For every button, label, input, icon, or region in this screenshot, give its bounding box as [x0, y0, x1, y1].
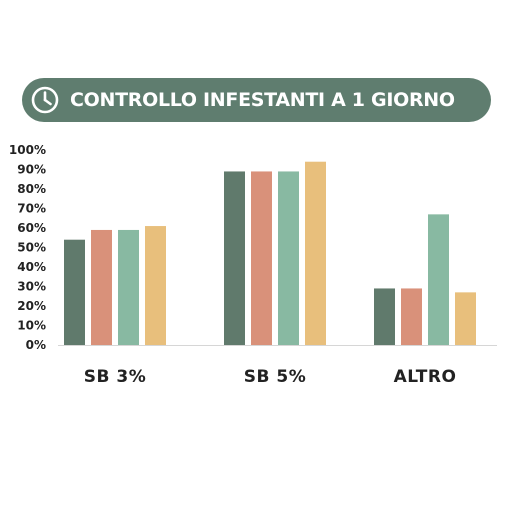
y-tick-label: 50%	[17, 241, 46, 255]
bar	[428, 214, 449, 345]
bar	[401, 288, 422, 345]
y-axis-ticks: 0% 10% 20% 30% 40% 50% 60% 70% 80% 90% 100%	[9, 143, 46, 352]
bar	[278, 171, 299, 345]
chart-title-banner: CONTROLLO INFESTANTI A 1 GIORNO	[22, 78, 491, 122]
y-tick-label: 40%	[17, 260, 46, 274]
bar	[224, 171, 245, 345]
y-tick-label: 80%	[17, 182, 46, 196]
y-tick-label: 10%	[17, 319, 46, 333]
x-axis-labels: SB 3% SB 5% ALTRO	[84, 367, 457, 387]
x-category-label: SB 5%	[244, 367, 306, 387]
x-category-label: ALTRO	[394, 367, 457, 387]
bar	[374, 288, 395, 345]
bar	[91, 229, 112, 345]
bar	[64, 239, 85, 345]
bars	[64, 161, 476, 345]
y-tick-label: 90%	[17, 163, 46, 177]
y-tick-label: 30%	[17, 280, 46, 294]
bar	[305, 161, 326, 345]
bar	[455, 292, 476, 345]
clock-icon	[28, 83, 62, 117]
bar	[118, 229, 139, 345]
bar	[251, 171, 272, 345]
chart-title: CONTROLLO INFESTANTI A 1 GIORNO	[70, 89, 455, 111]
x-category-label: SB 3%	[84, 367, 146, 387]
y-tick-label: 60%	[17, 221, 46, 235]
y-tick-label: 70%	[17, 202, 46, 216]
y-tick-label: 100%	[9, 143, 46, 157]
bar	[145, 226, 166, 345]
y-tick-label: 0%	[26, 338, 46, 352]
y-tick-label: 20%	[17, 299, 46, 313]
